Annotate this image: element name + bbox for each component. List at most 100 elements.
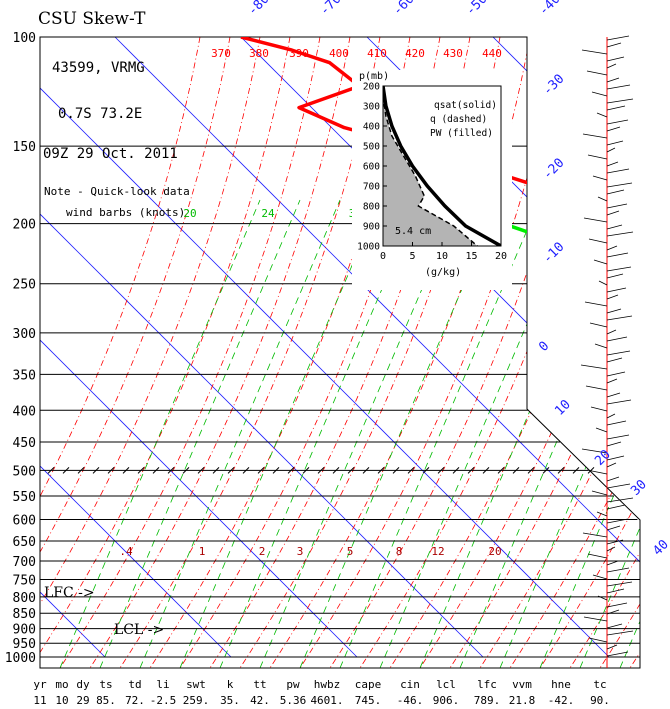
wind-barb xyxy=(592,175,608,181)
wind-barb xyxy=(583,616,608,622)
inset-ylabel: p(mb) xyxy=(359,71,389,82)
wind-barb xyxy=(606,546,616,552)
wind-barb xyxy=(606,42,622,48)
wind-barb xyxy=(593,259,608,265)
hash-mark xyxy=(242,467,250,474)
wind-barb xyxy=(606,434,630,440)
index-label-vvm: vvm xyxy=(512,678,532,691)
pressure-axis-labels: 100 150 200 250 300 350 400 450 500 550 600 650 700 7… xyxy=(5,31,36,666)
wind-barb xyxy=(606,224,623,230)
inset-p-label-900: 900 xyxy=(363,222,380,233)
index-value-lfc: 789. xyxy=(474,694,501,707)
theta-e-label-380: 380 xyxy=(249,47,269,60)
wind-barb xyxy=(591,490,608,496)
inset-p-label-400: 400 xyxy=(363,122,380,133)
index-label-li: li xyxy=(156,678,169,691)
pressure-label-650: 650 xyxy=(13,535,36,550)
index-label-lcl: lcl xyxy=(436,678,456,691)
wind-barb xyxy=(606,392,621,398)
pressure-label-350: 350 xyxy=(13,368,36,383)
wind-barb xyxy=(606,294,619,300)
wind-barb xyxy=(606,210,620,216)
isotherm-label-10: 10 xyxy=(552,397,574,419)
index-value-td: 72. xyxy=(125,694,145,707)
mixing-ratio-top-label-20: 20 xyxy=(183,207,196,220)
hash-mark xyxy=(167,467,175,474)
mixing-ratio-top-label-24: 24 xyxy=(261,207,275,220)
index-label-k: k xyxy=(227,678,234,691)
isotherm-label--50: -50 xyxy=(463,0,490,19)
index-label-td: td xyxy=(128,678,141,691)
isotherm-label-0: 0 xyxy=(536,339,552,355)
hash-mark xyxy=(107,467,115,474)
wind-barb xyxy=(606,245,618,251)
wind-barb xyxy=(606,63,617,69)
inset-p-label-200: 200 xyxy=(363,82,380,93)
index-value-ts: 85. xyxy=(96,694,116,707)
wind-barb xyxy=(596,511,608,517)
station-location: 0.7S 73.2E xyxy=(58,106,142,122)
pressure-label-600: 600 xyxy=(13,513,36,528)
wind-barb xyxy=(606,350,631,356)
theta-e-line xyxy=(59,37,321,668)
wind-barb xyxy=(606,56,625,62)
wind-barb xyxy=(584,301,608,307)
wind-barb xyxy=(594,343,608,349)
pressure-label-150: 150 xyxy=(13,140,36,155)
chart-title: CSU Skew-T xyxy=(38,9,146,29)
pressure-label-400: 400 xyxy=(13,404,36,419)
wind-barb xyxy=(606,413,616,419)
inset-p-label-600: 600 xyxy=(363,162,380,173)
hash-mark xyxy=(377,467,385,474)
isotherm-label--70: -70 xyxy=(317,0,344,19)
mixing-ratio-line xyxy=(539,199,640,668)
note-line-2: wind barbs (knots) xyxy=(66,206,185,219)
wind-barb xyxy=(606,588,625,594)
pressure-label-800: 800 xyxy=(13,591,36,606)
theta-e-line xyxy=(660,37,670,668)
wind-barb xyxy=(606,98,634,104)
hash-mark xyxy=(302,467,310,474)
note-line-1: Note - Quick-look data xyxy=(44,185,190,198)
index-label-pw: pw xyxy=(286,678,300,691)
isotherm-label--60: -60 xyxy=(390,0,417,19)
pressure-label-900: 900 xyxy=(13,623,36,638)
index-value-hne: -42. xyxy=(548,694,575,707)
wind-barb xyxy=(606,609,620,615)
q-dashed-line xyxy=(383,95,478,246)
hash-mark xyxy=(62,467,70,474)
isotherm-line xyxy=(40,37,232,658)
wind-barb xyxy=(590,406,608,412)
mixing-ratio-bottom-label-2: 2 xyxy=(259,545,266,558)
lcl-marker: LCL -> xyxy=(114,622,164,638)
pressure-label-200: 200 xyxy=(13,218,36,233)
wind-barb xyxy=(598,280,608,286)
wind-barb xyxy=(606,462,617,468)
station-id: 43599, VRMG xyxy=(52,60,145,76)
inset-legend-qsat: qsat(solid) xyxy=(434,100,497,111)
theta-e-line xyxy=(40,37,261,668)
wind-barb xyxy=(606,476,620,482)
wind-barb xyxy=(587,553,608,559)
index-label-cape: cape xyxy=(355,678,382,691)
theta-e-line xyxy=(89,37,351,668)
pressure-label-750: 750 xyxy=(13,574,36,589)
sounding-datetime: 09Z 29 Oct. 2011 xyxy=(43,146,178,162)
wind-barb xyxy=(582,133,608,139)
hash-mark xyxy=(212,467,220,474)
mixing-ratio-bottom-label-.4: .4 xyxy=(119,545,133,558)
wind-barb xyxy=(606,420,627,426)
wind-barb xyxy=(591,91,608,97)
inset-xlabel: (g/kg) xyxy=(425,267,461,278)
wind-barb xyxy=(606,315,633,321)
index-value-vvm: 21.8 xyxy=(509,694,536,707)
wind-barb xyxy=(583,217,608,223)
pressure-label-550: 550 xyxy=(13,490,36,505)
mixing-ratio-line xyxy=(579,199,640,668)
index-label-hwbz: hwbz xyxy=(314,678,341,691)
isotherm-line xyxy=(114,37,640,658)
mixing-ratio-line xyxy=(660,200,670,668)
hash-mark xyxy=(392,467,400,474)
